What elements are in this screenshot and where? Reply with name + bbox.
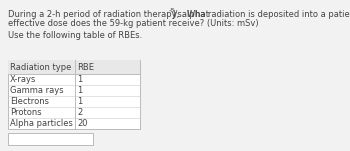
Bar xyxy=(8,60,140,129)
Text: Alpha particles: Alpha particles xyxy=(10,119,73,128)
Text: Radiation type: Radiation type xyxy=(10,63,71,72)
Bar xyxy=(8,60,140,74)
Text: Electrons: Electrons xyxy=(10,97,49,106)
Text: 2: 2 xyxy=(77,108,82,117)
Text: effective dose does the 59-kg patient receive? (Units: mSv): effective dose does the 59-kg patient re… xyxy=(8,19,259,28)
Text: 1: 1 xyxy=(77,97,82,106)
Text: X-rays: X-rays xyxy=(10,75,36,84)
Text: J/s. What: J/s. What xyxy=(172,10,209,19)
Text: Use the following table of RBEs.: Use the following table of RBEs. xyxy=(8,31,142,40)
Text: Protons: Protons xyxy=(10,108,42,117)
Text: 1: 1 xyxy=(77,86,82,95)
Bar xyxy=(8,133,93,145)
Text: 20: 20 xyxy=(77,119,88,128)
Text: -8: -8 xyxy=(169,8,175,13)
Text: Gamma rays: Gamma rays xyxy=(10,86,64,95)
Text: 1: 1 xyxy=(77,75,82,84)
Text: RBE: RBE xyxy=(77,63,94,72)
Text: During a 2-h period of radiation therapy, alpha radiation is deposited into a pa: During a 2-h period of radiation therapy… xyxy=(8,10,350,19)
